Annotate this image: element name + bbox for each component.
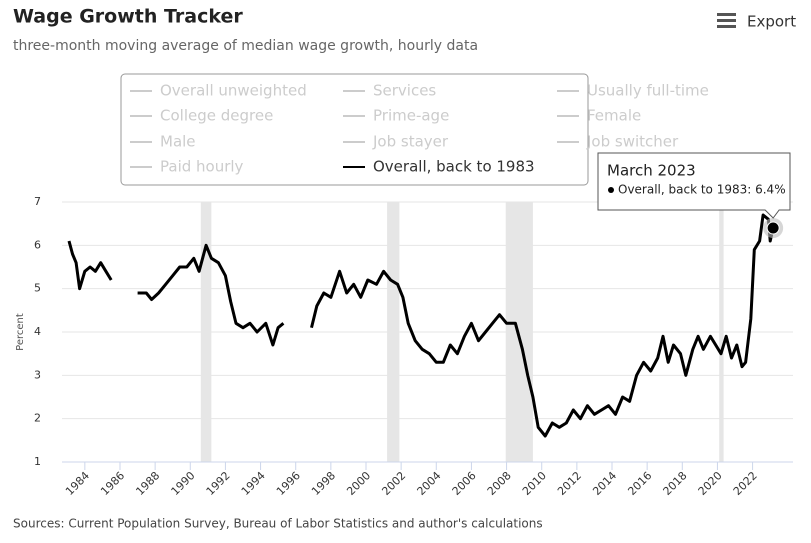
- x-tick-label: 2006: [450, 469, 479, 498]
- tooltip-title: March 2023: [607, 162, 696, 180]
- x-tick-label: 2000: [344, 469, 373, 498]
- y-tick-label: 4: [34, 325, 41, 338]
- x-tick-label: 1994: [239, 469, 268, 498]
- series-line: [67, 213, 775, 438]
- x-tick-label: 2022: [731, 469, 760, 498]
- x-tick-label: 2008: [485, 469, 514, 498]
- tooltip-label: Overall, back to 1983: 6.4%: [618, 183, 786, 197]
- legend-label: Male: [160, 133, 196, 151]
- x-tick-label: 2012: [555, 469, 584, 498]
- legend-label: Services: [373, 82, 436, 100]
- x-tick-label: 1996: [274, 469, 303, 498]
- legend-label: Overall, back to 1983: [373, 158, 535, 176]
- x-tick-label: 2016: [625, 469, 654, 498]
- legend-label: Female: [587, 107, 641, 125]
- y-tick-label: 5: [34, 282, 41, 295]
- chart-subtitle: three-month moving average of median wag…: [13, 38, 478, 54]
- menu-icon: [717, 25, 736, 28]
- legend-label: College degree: [160, 107, 273, 125]
- x-tick-label: 2010: [520, 469, 549, 498]
- x-tick-label: 1986: [98, 469, 127, 498]
- x-tick-label: 1984: [63, 469, 92, 498]
- x-tick-label: 2004: [415, 469, 444, 498]
- legend-label: Job stayer: [372, 133, 449, 151]
- y-tick-label: 7: [34, 195, 41, 208]
- y-tick-label: 3: [34, 368, 41, 381]
- legend-box: [120, 73, 589, 186]
- x-tick-label: 2002: [379, 469, 408, 498]
- menu-icon: [717, 13, 736, 16]
- legend-label: Overall unweighted: [160, 82, 307, 100]
- source-note: Sources: Current Population Survey, Bure…: [13, 517, 543, 531]
- hover-point: [766, 221, 780, 235]
- x-tick-label: 1998: [309, 469, 338, 498]
- legend-label: Paid hourly: [160, 158, 244, 176]
- x-tick-label: 1988: [133, 469, 162, 498]
- export-button[interactable]: Export: [717, 13, 796, 31]
- y-tick-label: 2: [34, 412, 41, 425]
- x-tick-label: 2018: [661, 469, 690, 498]
- chart-title: Wage Growth Tracker: [13, 6, 243, 28]
- tooltip-box: [597, 152, 791, 219]
- tooltip-bullet: [608, 187, 614, 193]
- y-axis-label: Percent: [15, 313, 26, 351]
- y-tick-label: 1: [34, 455, 41, 468]
- x-tick-label: 1992: [204, 469, 233, 498]
- y-tick-label: 6: [34, 238, 41, 251]
- menu-icon: [717, 19, 736, 22]
- legend-label: Usually full-time: [587, 82, 709, 100]
- legend-label: Prime-age: [373, 107, 449, 125]
- x-tick-label: 1990: [169, 469, 198, 498]
- legend-label: Job switcher: [586, 133, 679, 151]
- x-tick-label: 2014: [590, 469, 619, 498]
- x-tick-label: 2020: [696, 469, 725, 498]
- export-label: Export: [747, 13, 796, 31]
